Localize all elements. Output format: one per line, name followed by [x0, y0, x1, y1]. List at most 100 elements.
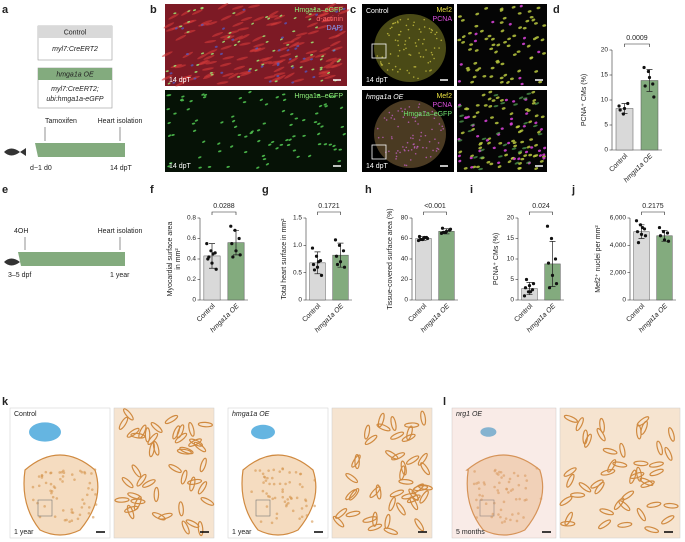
texture [516, 474, 520, 478]
texture [540, 38, 545, 42]
texture [400, 107, 402, 110]
texture [408, 37, 411, 39]
label: Control [64, 29, 87, 36]
texture [43, 505, 46, 508]
texture [472, 482, 476, 486]
texture [276, 63, 280, 67]
texture [316, 25, 329, 30]
texture [644, 526, 660, 534]
y-tick-label: 20 [401, 276, 409, 283]
texture [236, 56, 249, 61]
texture [409, 496, 419, 511]
texture [388, 111, 391, 114]
texture [290, 36, 302, 42]
texture [259, 520, 263, 523]
texture [254, 47, 266, 53]
texture [498, 142, 503, 145]
texture [202, 96, 207, 99]
texture [136, 473, 147, 487]
texture [282, 98, 287, 102]
texture [474, 32, 478, 36]
p-value: 0.2175 [642, 203, 664, 210]
texture [302, 119, 306, 122]
texture [570, 492, 586, 498]
texture [44, 481, 48, 485]
panel-label: f [150, 184, 154, 196]
data-point [238, 253, 242, 257]
texture [269, 76, 281, 83]
texture [514, 161, 520, 165]
texture [542, 52, 546, 55]
texture [539, 160, 544, 163]
texture [400, 460, 407, 476]
y-tick-label: 5 [604, 122, 608, 129]
texture [522, 26, 527, 30]
texture [235, 10, 247, 16]
texture [313, 121, 318, 124]
data-point [333, 238, 338, 242]
data-point [651, 82, 655, 86]
texture [391, 68, 394, 71]
texture [317, 12, 329, 18]
p-value: 0.0288 [213, 203, 235, 210]
panel-label: e [2, 184, 8, 196]
texture [531, 90, 536, 94]
texture [511, 139, 516, 143]
data-point [657, 225, 662, 230]
texture [70, 473, 74, 476]
texture [270, 21, 282, 26]
texture [390, 416, 397, 431]
texture [504, 517, 508, 520]
y-axis-label: Total heart surface in mm² [281, 218, 288, 300]
texture [327, 71, 331, 74]
texture [189, 100, 193, 103]
significance-bracket [641, 211, 665, 215]
texture [187, 478, 203, 485]
texture [364, 434, 378, 446]
texture [575, 417, 584, 432]
texture [479, 156, 484, 159]
texture [599, 417, 605, 434]
texture [167, 82, 171, 85]
texture [473, 470, 476, 473]
texture [478, 493, 481, 497]
texture [200, 6, 204, 9]
texture [464, 116, 468, 119]
texture [70, 508, 74, 511]
texture [291, 66, 295, 69]
texture [237, 75, 241, 78]
texture [599, 508, 615, 516]
texture [197, 481, 208, 495]
texture [309, 54, 314, 56]
texture [478, 142, 483, 146]
texture [198, 156, 202, 159]
texture [244, 135, 248, 138]
texture [408, 106, 411, 108]
texture [491, 43, 496, 47]
data-point [234, 249, 238, 253]
inset-box [255, 499, 271, 517]
texture [417, 123, 419, 125]
texture [532, 37, 537, 41]
texture [481, 93, 486, 97]
error-bar [646, 69, 653, 92]
texture [270, 476, 274, 480]
texture [475, 12, 480, 16]
texture [336, 60, 340, 63]
data-point [658, 234, 663, 238]
texture [260, 65, 264, 68]
time: 14 dpT [366, 77, 389, 84]
texture [219, 62, 232, 67]
texture [490, 66, 495, 70]
texture [81, 498, 84, 501]
texture [58, 471, 61, 474]
texture [325, 57, 338, 62]
texture [217, 3, 229, 10]
texture [397, 33, 400, 36]
texture [493, 105, 499, 108]
texture [294, 470, 298, 474]
texture [483, 483, 486, 486]
texture [461, 41, 466, 44]
texture [380, 62, 382, 65]
texture [383, 117, 386, 119]
